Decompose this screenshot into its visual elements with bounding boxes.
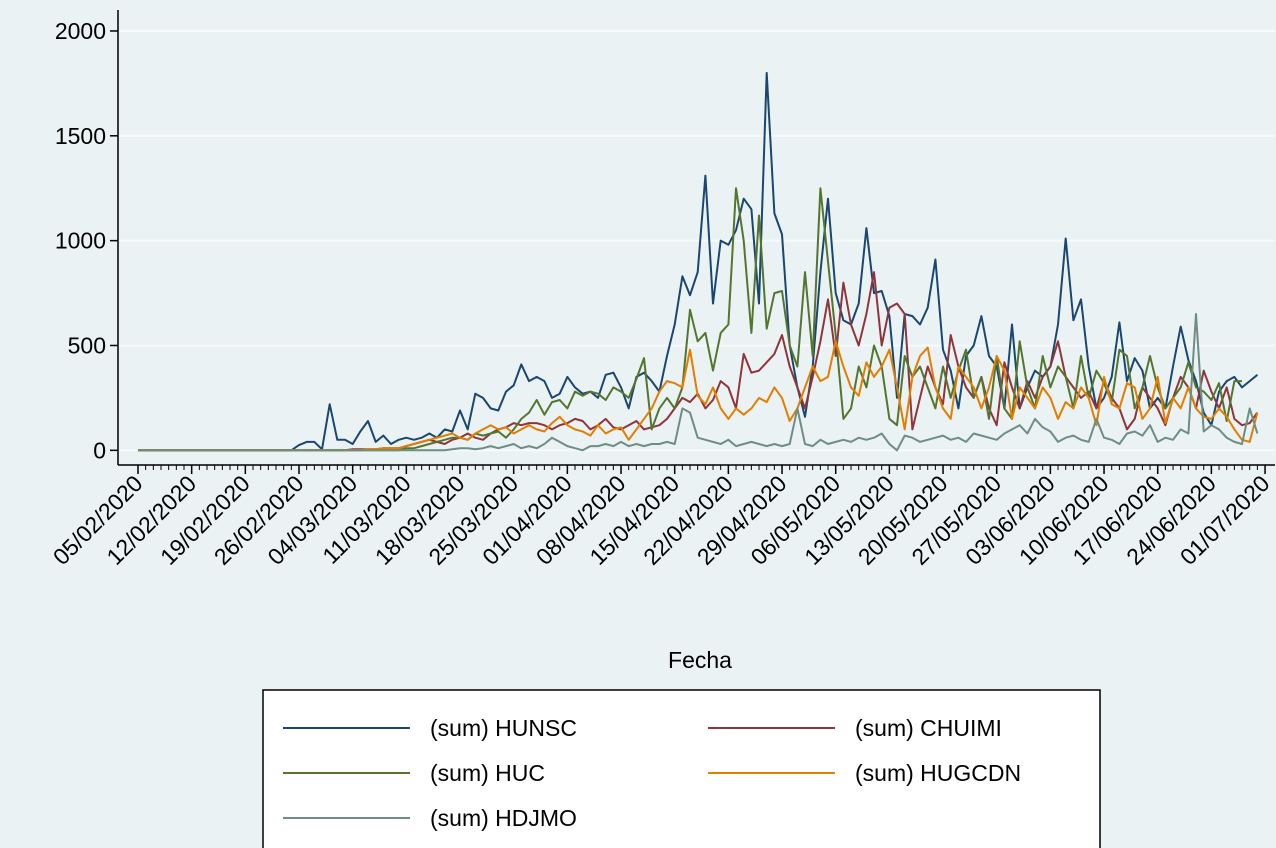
y-tick-label: 0 <box>93 437 106 463</box>
legend-label: (sum) HUC <box>430 760 545 786</box>
y-tick-label: 500 <box>68 332 106 358</box>
legend-label: (sum) HDJMO <box>430 805 577 831</box>
y-tick-label: 1000 <box>55 228 106 254</box>
y-tick-label: 2000 <box>55 18 106 44</box>
y-tick-label: 1500 <box>55 123 106 149</box>
legend-label: (sum) HUGCDN <box>855 760 1021 786</box>
series-line <box>138 71 1259 452</box>
legend-label: (sum) HUNSC <box>430 715 577 741</box>
legend-box <box>262 689 1101 848</box>
x-axis-label: Fecha <box>668 647 732 673</box>
legend-label: (sum) CHUIMI <box>855 715 1002 741</box>
series-line <box>138 313 1259 452</box>
